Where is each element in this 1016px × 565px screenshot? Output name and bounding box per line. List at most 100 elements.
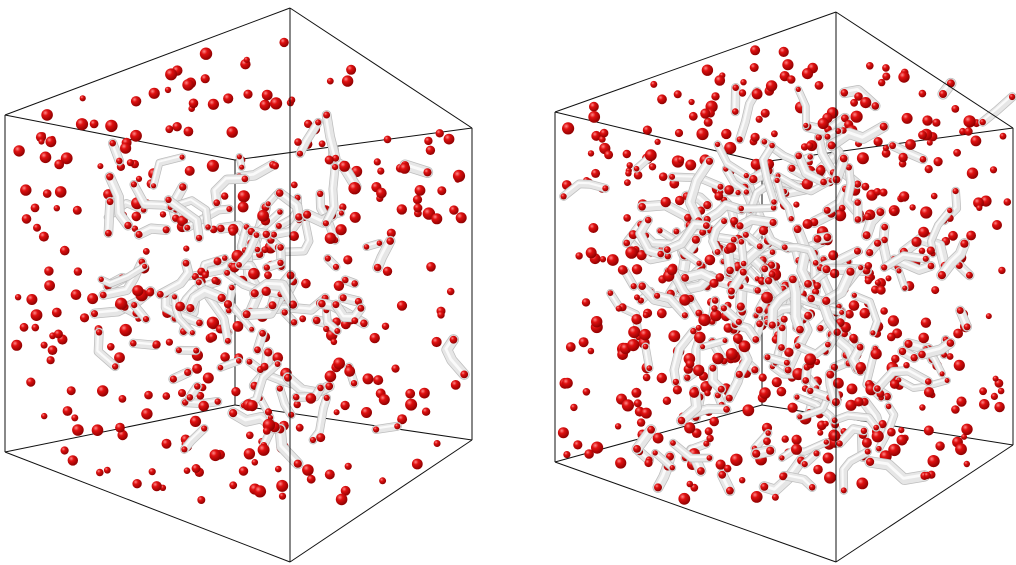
red-sphere-particle [20,184,32,196]
molecule-tube-highlight [237,233,257,265]
red-sphere-particle [856,152,869,165]
molecule-end-atom [815,134,822,141]
red-sphere-particle [455,212,467,224]
red-sphere-particle [684,422,696,434]
molecule-tube-highlight [333,302,362,318]
red-sphere-particle [989,166,998,174]
molecule-end-atom [840,487,847,494]
molecule-end-atom [360,319,368,328]
molecule-end-atom [142,316,150,323]
red-sphere-particle [864,262,873,270]
red-sphere-particle [206,159,219,172]
molecule-end-atom [354,297,362,306]
molecule-tube-highlight [187,288,223,309]
red-sphere-particle [873,137,883,147]
red-sphere-particle [270,97,283,110]
red-sphere-particle [704,427,713,436]
molecule-end-atom [338,210,344,216]
molecule-tube-highlight [158,260,189,295]
red-sphere-particle [450,380,461,390]
molecule-end-atom [925,378,932,385]
red-sphere-particle [750,45,761,56]
molecule-tube [737,204,777,212]
red-sphere-particle [677,156,685,164]
red-sphere-particle [791,443,802,455]
red-sphere-particle [31,323,40,332]
red-sphere-particle [66,386,76,396]
molecule-end-atom [293,459,302,468]
molecule-end-atom [296,150,304,157]
red-sphere-particle [876,285,886,295]
red-sphere-particle [361,407,372,418]
molecule-end-atom [866,457,875,466]
red-sphere-particle [246,431,254,440]
red-sphere-particle [115,422,125,433]
molecule-end-atom [910,354,918,362]
red-sphere-particle [91,424,104,437]
red-sphere-particle [44,266,54,276]
molecule-end-atom [236,154,242,160]
molecule-end-atom [654,292,661,299]
red-sphere-particle [42,189,52,198]
red-sphere-particle [688,111,698,121]
red-sphere-particle [813,464,823,475]
red-sphere-particle [760,108,770,118]
red-sphere-particle [992,220,1002,230]
molecule-tube-highlight [785,317,808,371]
left-particle-cloud [11,37,470,506]
molecule-end-atom [277,209,283,215]
molecule-end-atom [952,188,959,195]
red-sphere-particle [182,79,194,91]
molecule-tube-highlight [634,427,652,450]
red-sphere-particle [918,130,927,140]
red-sphere-particle [151,481,162,492]
molecule-end-atom [795,86,801,92]
red-sphere-particle [333,409,340,416]
red-sphere-particle [383,135,392,144]
red-sphere-particle [922,115,933,126]
red-sphere-particle [850,98,858,107]
red-sphere-particle [396,204,407,215]
molecule-end-atom [684,374,691,381]
molecule-end-atom [281,309,288,316]
red-sphere-particle [751,88,763,100]
red-sphere-particle [878,420,887,429]
red-sphere-particle [316,433,326,443]
molecule-tube-highlight [444,337,465,375]
molecule-tube-highlight [687,158,710,222]
molecule-tube-highlight [700,338,725,347]
molecule-end-atom [277,244,284,251]
molecule-end-atom [797,414,803,420]
red-sphere-particle [990,392,999,400]
molecule-end-atom [131,302,138,309]
red-sphere-particle [951,105,960,113]
molecule-end-atom [765,430,771,436]
red-sphere-particle [779,472,787,481]
molecule-end-atom [124,221,132,230]
molecule-end-atom [312,316,321,325]
red-sphere-particle [927,455,940,468]
molecule-end-atom [835,128,842,135]
left-simulation-box [4,7,473,563]
red-sphere-particle [678,492,691,505]
molecule-end-atom [250,289,259,298]
red-sphere-particle [278,492,287,500]
molecule-end-atom [673,228,680,235]
molecule-end-atom [690,327,697,335]
molecule-end-atom [825,341,831,348]
red-sphere-particle [413,203,423,213]
red-sphere-particle [701,64,714,76]
red-sphere-particle [750,158,762,170]
red-sphere-particle [668,330,681,343]
molecule-end-atom [654,483,662,492]
red-sphere-particle [994,401,1005,413]
red-sphere-particle [782,59,794,71]
red-sphere-particle [771,130,778,138]
molecule-tube-highlight [782,245,816,263]
molecule-end-atom [112,363,119,370]
red-sphere-particle [909,204,916,211]
molecule-end-atom [788,164,796,172]
molecule-tube-highlight [796,153,824,183]
red-sphere-particle [953,328,963,339]
molecule-end-atom [770,205,777,211]
